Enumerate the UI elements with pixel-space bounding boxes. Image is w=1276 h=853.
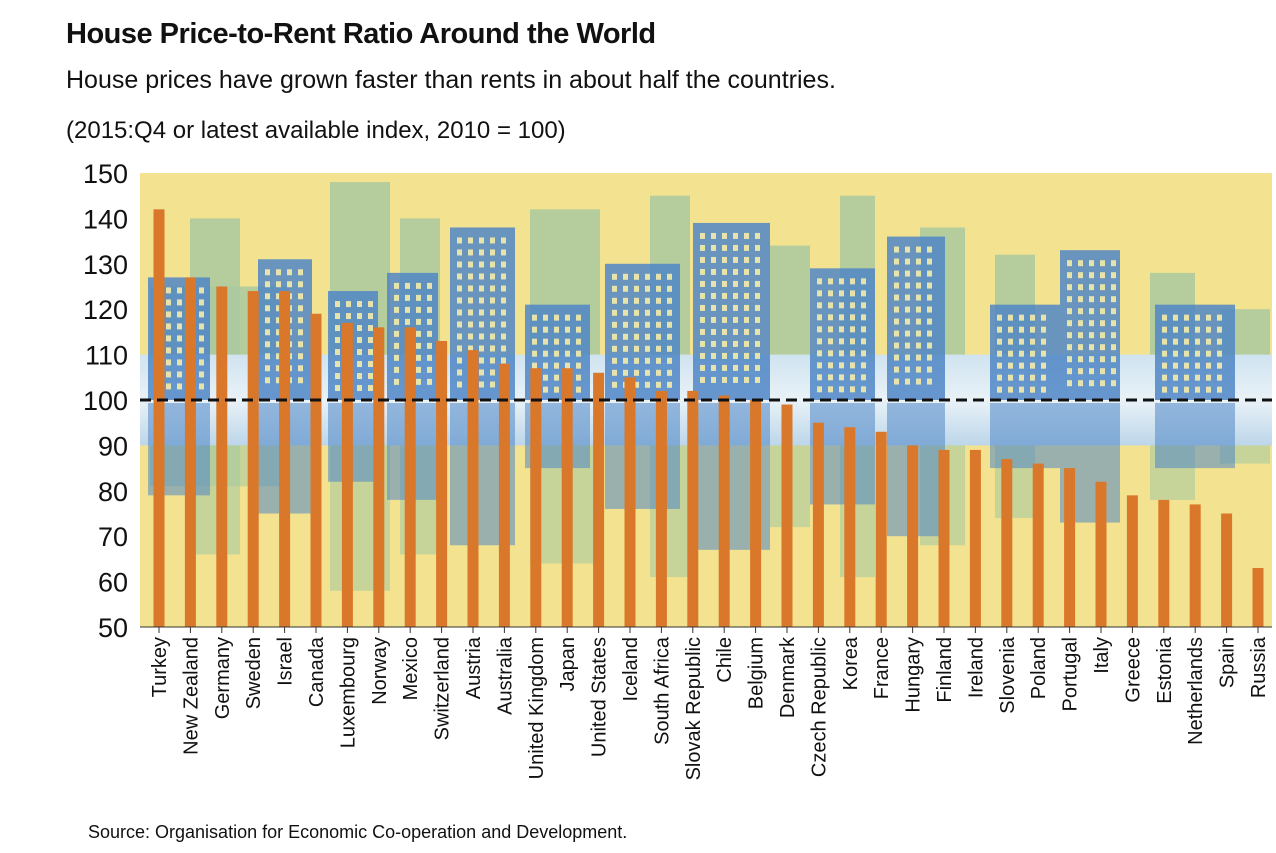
y-tick-60: 60 — [98, 568, 128, 598]
y-tick-80: 80 — [98, 477, 128, 507]
bar-estonia — [1158, 499, 1170, 627]
bar-finland — [938, 449, 950, 627]
x-tick-label: Hungary — [903, 637, 925, 713]
bar-sweden — [247, 291, 259, 627]
y-tick-100: 100 — [83, 386, 128, 416]
bar-turkey — [153, 209, 165, 627]
y-tick-70: 70 — [98, 522, 128, 552]
x-tick-label: Poland — [1028, 637, 1050, 699]
bar-hungary — [907, 445, 919, 627]
bar-slovak-republic — [687, 390, 699, 627]
x-tick-label: Australia — [494, 636, 516, 715]
x-tick-label: Greece — [1122, 637, 1144, 703]
x-tick-label: Slovenia — [997, 636, 1019, 714]
x-tick-label: Slovak Republic — [683, 637, 705, 780]
bar-luxembourg — [341, 322, 353, 627]
bar-spain — [1221, 513, 1233, 627]
bar-netherlands — [1189, 504, 1201, 627]
x-tick-label: Belgium — [746, 637, 768, 709]
x-tick-label: Spain — [1217, 637, 1239, 688]
y-tick-150: 150 — [83, 159, 128, 189]
x-tick-label: Germany — [212, 637, 234, 719]
bar-australia — [498, 363, 510, 627]
y-tick-140: 140 — [83, 204, 128, 234]
bar-italy — [1095, 481, 1107, 627]
x-tick-label: Israel — [275, 637, 297, 686]
bar-chile — [718, 395, 730, 627]
x-tick-label: South Africa — [651, 636, 673, 745]
y-tick-130: 130 — [83, 250, 128, 280]
x-tick-label: Sweden — [243, 637, 265, 709]
bar-czech-republic — [812, 422, 824, 627]
x-tick-label: United States — [589, 637, 611, 757]
bar-canada — [310, 313, 322, 627]
chart-note: (2015:Q4 or latest available index, 2010… — [66, 117, 566, 144]
bar-korea — [844, 427, 856, 627]
source-note: Source: Organisation for Economic Co-ope… — [88, 822, 628, 842]
x-tick-label: Canada — [306, 636, 328, 707]
x-tick-label: Korea — [840, 636, 862, 690]
bar-mexico — [404, 327, 416, 627]
bar-series — [153, 209, 1264, 627]
x-tick-label: Portugal — [1060, 637, 1082, 712]
x-tick-label: Italy — [1091, 637, 1113, 674]
y-tick-90: 90 — [98, 431, 128, 461]
bar-united-states — [593, 372, 605, 627]
bar-austria — [467, 350, 479, 627]
x-tick-label: Norway — [369, 637, 391, 705]
x-tick-label: Finland — [934, 637, 956, 703]
x-tick-label: Russia — [1248, 636, 1270, 698]
x-tick-label: Ireland — [965, 637, 987, 698]
bar-belgium — [750, 400, 762, 627]
chart-title: House Price-to-Rent Ratio Around the Wor… — [66, 18, 656, 50]
bar-greece — [1126, 495, 1138, 627]
bar-slovenia — [1001, 459, 1013, 627]
x-tick-label: Switzerland — [432, 637, 454, 740]
bar-norway — [373, 327, 385, 627]
bar-south-africa — [655, 390, 667, 627]
x-tick-label: Estonia — [1154, 636, 1176, 704]
x-tick-label: Luxembourg — [337, 637, 359, 748]
x-tick-label: New Zealand — [180, 637, 202, 755]
y-tick-120: 120 — [83, 295, 128, 325]
x-tick-label: Netherlands — [1185, 637, 1207, 745]
bar-japan — [561, 368, 573, 627]
x-tick-label: Japan — [557, 637, 579, 692]
chart-subtitle: House prices have grown faster than rent… — [66, 66, 836, 94]
x-tick-label: United Kingdom — [526, 637, 548, 779]
y-tick-50: 50 — [98, 613, 128, 643]
x-tick-label: Iceland — [620, 637, 642, 702]
x-tick-label: France — [871, 637, 893, 699]
bar-israel — [279, 291, 291, 627]
x-axis: Turkey New Zealand Germany Sweden Israel Cana… — [140, 626, 1272, 780]
x-tick-label: Austria — [463, 636, 485, 699]
x-tick-label: Chile — [714, 637, 736, 683]
bar-germany — [216, 286, 228, 627]
x-tick-label: Denmark — [777, 636, 799, 718]
bar-denmark — [781, 404, 793, 627]
x-tick-label: Mexico — [400, 637, 422, 700]
bar-switzerland — [436, 340, 448, 627]
bar-ireland — [969, 449, 981, 627]
y-tick-110: 110 — [85, 341, 128, 371]
bar-russia — [1252, 567, 1264, 627]
y-axis: 50 60 70 80 90 100 110 120 130 140 150 — [83, 159, 128, 643]
bar-united-kingdom — [530, 368, 542, 627]
x-tick-label: Czech Republic — [808, 637, 830, 777]
bar-new-zealand — [184, 277, 196, 627]
x-tick-label: Turkey — [149, 637, 171, 697]
bar-france — [875, 431, 887, 627]
bar-poland — [1032, 463, 1044, 627]
bar-iceland — [624, 377, 636, 627]
bar-portugal — [1064, 468, 1076, 627]
